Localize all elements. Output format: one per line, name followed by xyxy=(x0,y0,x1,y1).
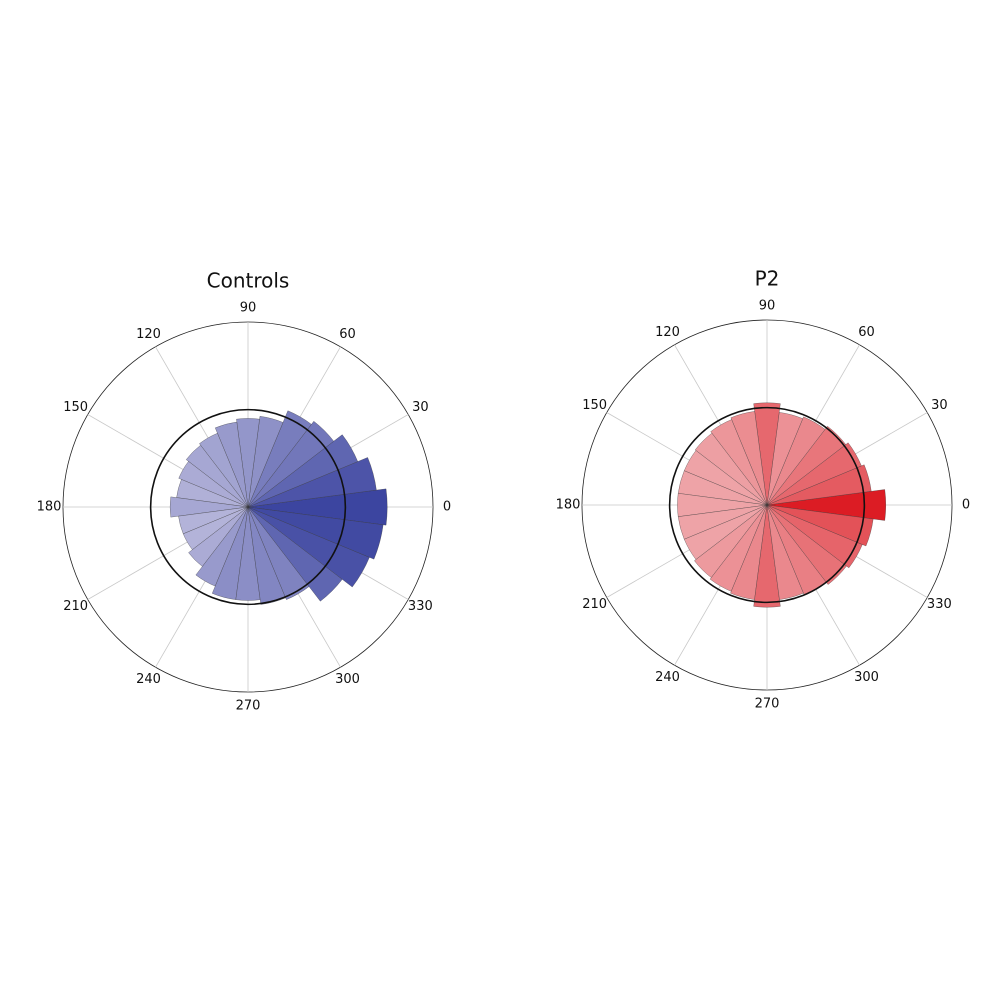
rose-bar xyxy=(247,416,284,508)
rose-bar xyxy=(247,488,388,526)
rose-bar xyxy=(766,425,847,506)
angle-tick-label: 210 xyxy=(582,597,607,612)
angle-tick-label: 0 xyxy=(443,500,451,515)
angle-tick-label: 270 xyxy=(755,697,780,712)
angle-tick-label: 180 xyxy=(556,498,581,513)
reference-circle xyxy=(668,406,866,604)
angle-tick-label: 210 xyxy=(63,599,88,614)
angle-tick-label: 240 xyxy=(655,670,680,685)
reference-circle xyxy=(149,408,347,606)
rose-bar xyxy=(178,461,249,508)
angle-tick-label: 180 xyxy=(37,500,62,515)
rose-bar xyxy=(694,432,768,506)
rose-bar xyxy=(766,504,874,547)
angle-tick-label: 30 xyxy=(412,400,429,415)
rose-bar xyxy=(766,442,862,506)
rose-bar xyxy=(766,489,886,521)
rose-bar xyxy=(215,421,249,508)
rose-bar xyxy=(247,421,334,508)
rose-bar xyxy=(247,410,312,508)
rose-bar xyxy=(236,418,260,508)
angle-tick-label: 240 xyxy=(136,672,161,687)
angle-tick-label: 60 xyxy=(339,327,356,342)
angle-tick-label: 150 xyxy=(582,398,607,413)
angle-tick-label: 90 xyxy=(759,299,776,314)
angle-tick-label: 300 xyxy=(854,670,879,685)
angle-tick-label: 330 xyxy=(408,599,433,614)
rose-bar xyxy=(766,464,872,506)
angle-tick-label: 120 xyxy=(136,327,161,342)
angle-tick-label: 150 xyxy=(63,400,88,415)
rose-bar xyxy=(753,504,781,608)
angle-tick-label: 270 xyxy=(236,699,261,714)
angle-tick-label: 300 xyxy=(335,672,360,687)
rose-bar xyxy=(710,419,768,506)
angle-tick-label: 330 xyxy=(927,597,952,612)
rose-bar xyxy=(185,444,249,508)
chart-title: P2 xyxy=(755,267,780,291)
angle-tick-label: 30 xyxy=(931,398,948,413)
rose-bar xyxy=(730,411,768,506)
rose-bar xyxy=(199,433,249,508)
rose-bar xyxy=(247,457,377,508)
rose-bar xyxy=(766,416,826,506)
rose-bar xyxy=(247,434,358,508)
angle-tick-label: 90 xyxy=(240,301,257,316)
rose-bar xyxy=(753,402,781,506)
angle-tick-label: 120 xyxy=(655,325,680,340)
rose-bar xyxy=(247,506,384,560)
chart-title: Controls xyxy=(207,269,290,293)
angle-tick-label: 0 xyxy=(962,498,970,513)
rose-bar xyxy=(169,496,249,518)
angle-tick-label: 60 xyxy=(858,325,875,340)
